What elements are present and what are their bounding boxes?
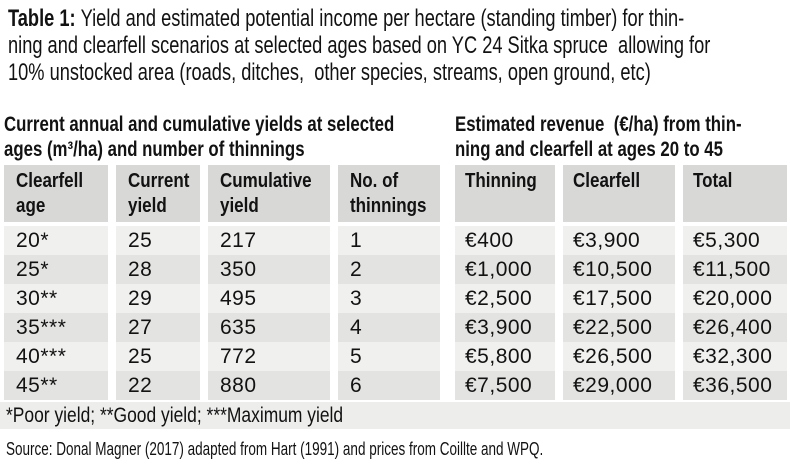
column-header: Cumulative yield	[208, 165, 330, 222]
table-row: 40*** 25 772 5	[4, 342, 440, 371]
table-cell: €3,900	[455, 313, 555, 342]
table-cell: 217	[208, 226, 330, 255]
table-cell: 45**	[4, 371, 108, 400]
table-cell: €17,500	[563, 284, 675, 313]
table-cell: 350	[208, 255, 330, 284]
yields-table-body: 20* 25 217 1 25* 28 350 2 30** 29 495 3 35*** 27 635 4 4…	[4, 226, 440, 400]
table-row: €7,500 €29,000 €36,500	[455, 371, 787, 400]
column-header: Clearfell age	[4, 165, 108, 222]
table-cell: 28	[116, 255, 200, 284]
table-cell: 25	[116, 226, 200, 255]
table-cell: €20,000	[683, 284, 787, 313]
table-cell: €5,800	[455, 342, 555, 371]
table-cell: 5	[338, 342, 440, 371]
table-cell: 2	[338, 255, 440, 284]
table-cell: €3,900	[563, 226, 675, 255]
table-row: €3,900 €22,500 €26,400	[455, 313, 787, 342]
table-cell: 25*	[4, 255, 108, 284]
footnote: *Poor yield; **Good yield; ***Maximum yi…	[6, 404, 344, 427]
footnote-bar: *Poor yield; **Good yield; ***Maximum yi…	[0, 402, 790, 429]
yields-table-section: Current annual and cumulative yields at …	[4, 112, 440, 400]
revenue-table-body: €400 €3,900 €5,300 €1,000 €10,500 €11,500 €2,5…	[455, 226, 787, 400]
table-cell: 40***	[4, 342, 108, 371]
table-caption: Table 1: Yield and estimated potential i…	[8, 5, 790, 86]
column-header: Clearfell	[563, 165, 675, 222]
table-cell: €32,300	[683, 342, 787, 371]
table-row: 25* 28 350 2	[4, 255, 440, 284]
column-header: Current yield	[116, 165, 200, 222]
table-row: 45** 22 880 6	[4, 371, 440, 400]
table-cell: 880	[208, 371, 330, 400]
column-header: No. of thinnings	[338, 165, 440, 222]
table-row: 20* 25 217 1	[4, 226, 440, 255]
table-cell: 30**	[4, 284, 108, 313]
table-cell: 20*	[4, 226, 108, 255]
table-cell: €36,500	[683, 371, 787, 400]
table-cell: €26,400	[683, 313, 787, 342]
table-cell: 25	[116, 342, 200, 371]
table-cell: 6	[338, 371, 440, 400]
revenue-table-heading: Estimated revenue (€/ha) from thin- ning…	[455, 113, 742, 161]
table-row: €2,500 €17,500 €20,000	[455, 284, 787, 313]
caption-line-2: ning and clearfell scenarios at selected…	[8, 32, 711, 59]
caption-line-1: Table 1: Yield and estimated potential i…	[8, 5, 790, 32]
yields-table-header-row: Clearfell age Current yield Cumulative yie…	[4, 165, 440, 222]
table-cell: 772	[208, 342, 330, 371]
table-cell: €26,500	[563, 342, 675, 371]
table-cell: €7,500	[455, 371, 555, 400]
table-row: €400 €3,900 €5,300	[455, 226, 787, 255]
table-cell: €29,000	[563, 371, 675, 400]
table-cell: 22	[116, 371, 200, 400]
table-cell: €5,300	[683, 226, 787, 255]
source-credit: Source: Donal Magner (2017) adapted from…	[6, 439, 544, 459]
table-cell: 495	[208, 284, 330, 313]
table-row: 30** 29 495 3	[4, 284, 440, 313]
column-header: Total	[683, 165, 787, 222]
table-cell: 27	[116, 313, 200, 342]
caption-prefix: Table 1:	[8, 5, 81, 32]
caption-line-3: 10% unstocked area (roads, ditches, othe…	[8, 59, 651, 86]
table-cell: 35***	[4, 313, 108, 342]
yields-table-heading: Current annual and cumulative yields at …	[4, 113, 395, 161]
table-cell: €10,500	[563, 255, 675, 284]
table-cell: €1,000	[455, 255, 555, 284]
revenue-table-section: Estimated revenue (€/ha) from thin- ning…	[455, 112, 787, 400]
table-row: €5,800 €26,500 €32,300	[455, 342, 787, 371]
table-row: 35*** 27 635 4	[4, 313, 440, 342]
table-cell: €2,500	[455, 284, 555, 313]
table-cell: 29	[116, 284, 200, 313]
table-row: €1,000 €10,500 €11,500	[455, 255, 787, 284]
table-cell: 4	[338, 313, 440, 342]
table-cell: 635	[208, 313, 330, 342]
column-header: Thinning	[455, 165, 555, 222]
table-cell: €11,500	[683, 255, 787, 284]
revenue-table-header-row: Thinning Clearfell Total	[455, 165, 787, 222]
table-cell: 3	[338, 284, 440, 313]
caption-text: Yield and estimated potential income per…	[80, 5, 685, 32]
table-cell: €400	[455, 226, 555, 255]
table-cell: €22,500	[563, 313, 675, 342]
table-cell: 1	[338, 226, 440, 255]
